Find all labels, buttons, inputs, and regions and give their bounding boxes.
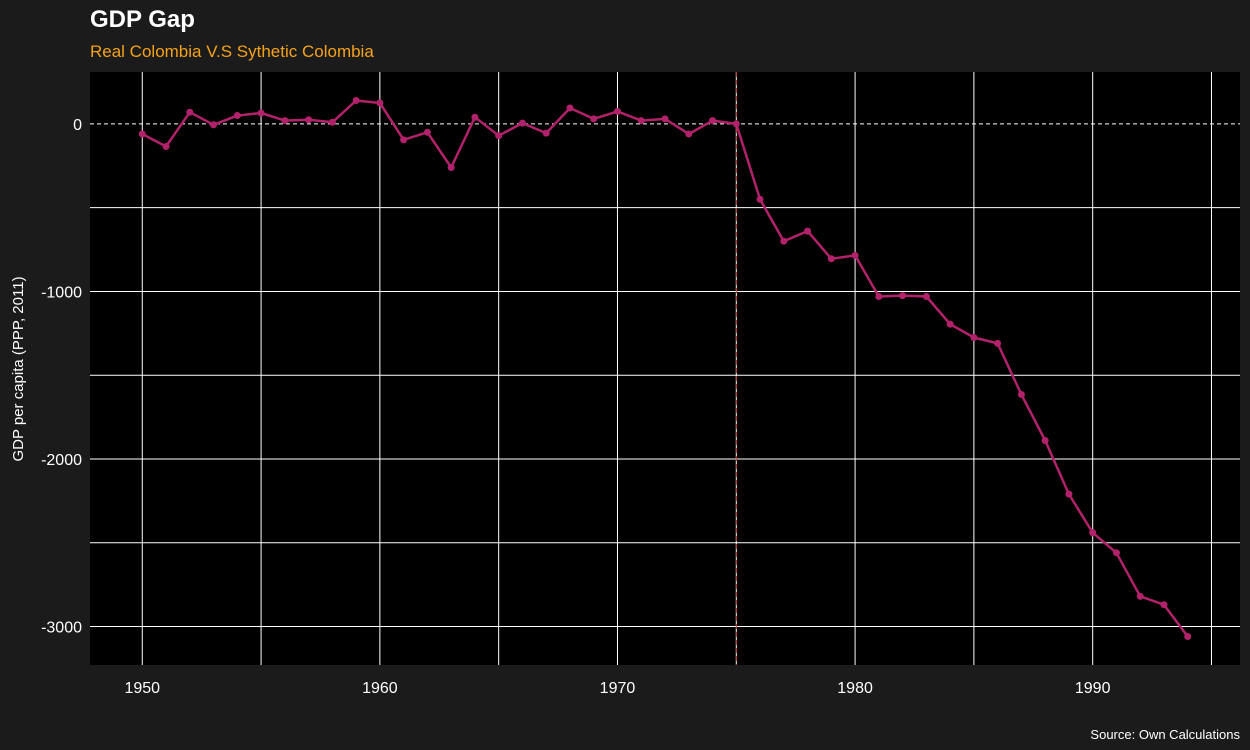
data-point <box>1136 592 1144 600</box>
data-point <box>827 255 835 263</box>
data-point <box>423 128 431 136</box>
data-point <box>186 108 194 116</box>
data-point <box>447 163 455 171</box>
data-point <box>1160 601 1168 609</box>
y-tick-label: -1000 <box>41 284 82 301</box>
y-tick-label: -2000 <box>41 452 82 469</box>
data-point <box>970 334 978 342</box>
data-point <box>210 121 218 129</box>
y-tick-label: -3000 <box>41 619 82 636</box>
data-point <box>661 115 669 123</box>
data-point <box>590 115 598 123</box>
data-point <box>1184 633 1192 641</box>
plot-panel <box>90 72 1240 665</box>
data-point <box>376 99 384 107</box>
data-point <box>922 292 930 300</box>
data-point <box>281 117 289 125</box>
chart-subtitle: Real Colombia V.S Sythetic Colombia <box>90 42 374 61</box>
data-point <box>471 113 479 121</box>
data-point <box>566 104 574 112</box>
data-point <box>637 117 645 125</box>
data-point <box>328 118 336 126</box>
x-tick-label: 1980 <box>837 680 873 697</box>
y-axis-label: GDP per capita (PPP, 2011) <box>10 276 27 461</box>
chart-caption: Source: Own Calculations <box>1090 727 1240 742</box>
data-point <box>851 251 859 259</box>
data-series <box>138 96 1192 641</box>
data-point <box>495 132 503 140</box>
y-tick-label: 0 <box>73 117 82 134</box>
data-point <box>1112 549 1120 557</box>
grid-lines <box>90 72 1240 665</box>
data-point <box>257 109 265 117</box>
data-point <box>1017 390 1025 398</box>
y-axis-ticks: 0 -1000 -2000 -3000 <box>41 117 82 637</box>
data-point <box>138 130 146 138</box>
x-tick-label: 1950 <box>124 680 160 697</box>
x-tick-label: 1960 <box>362 680 398 697</box>
reference-lines <box>90 72 1240 665</box>
data-point <box>804 227 812 235</box>
chart-title: GDP Gap <box>90 6 195 33</box>
x-tick-label: 1970 <box>600 680 636 697</box>
data-point <box>780 237 788 245</box>
data-point <box>162 143 170 151</box>
data-point <box>709 117 717 125</box>
data-point <box>732 120 740 128</box>
data-point <box>305 116 313 124</box>
data-point <box>756 195 764 203</box>
data-point <box>1065 490 1073 498</box>
data-point <box>233 112 241 120</box>
data-point <box>352 96 360 104</box>
data-point <box>1041 437 1049 445</box>
data-point <box>899 292 907 300</box>
x-tick-label: 1990 <box>1075 680 1111 697</box>
data-point <box>518 119 526 127</box>
data-point <box>875 292 883 300</box>
data-point <box>542 129 550 137</box>
data-point <box>994 339 1002 347</box>
data-point <box>685 130 693 138</box>
x-axis-ticks: 1950 1960 1970 1980 1990 <box>124 680 1110 697</box>
data-point <box>946 320 954 328</box>
data-point <box>1089 529 1097 537</box>
data-point <box>613 107 621 115</box>
data-point <box>400 136 408 144</box>
